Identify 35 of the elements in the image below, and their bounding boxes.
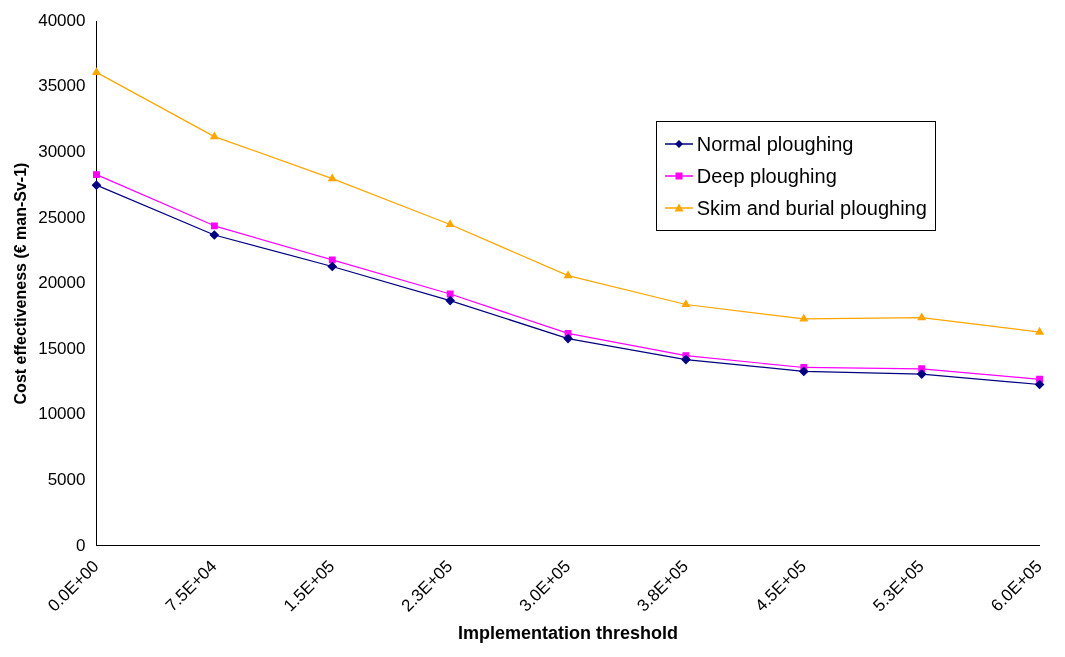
point (328, 174, 337, 182)
point (446, 219, 455, 228)
point (91, 180, 102, 190)
point (563, 334, 573, 344)
y-tick-label: 10000 (38, 404, 86, 424)
y-axis-title: Cost effectiveness (€ man-Sv-1) (12, 162, 30, 405)
point (681, 355, 691, 365)
point (799, 314, 808, 322)
y-tick-label: 30000 (38, 142, 86, 162)
point (681, 299, 690, 308)
y-tick-label: 5000 (47, 469, 86, 489)
legend-label: Skim and burial ploughing (696, 195, 927, 221)
y-tick-label: 20000 (38, 273, 86, 293)
point (917, 369, 927, 379)
y-tick-label: 0 (76, 535, 86, 555)
point (327, 261, 337, 272)
point (210, 132, 219, 140)
point (1035, 327, 1044, 335)
point (210, 222, 218, 230)
point (445, 295, 455, 306)
point (92, 67, 101, 75)
point (799, 366, 809, 377)
point (1034, 379, 1045, 390)
point (917, 313, 926, 321)
legend-label: Deep ploughing (696, 163, 837, 189)
x-axis-title: Implementation threshold (458, 623, 679, 644)
point (209, 230, 219, 240)
point (563, 271, 573, 279)
y-tick-label: 40000 (38, 10, 86, 30)
legend-label: Normal ploughing (696, 131, 854, 157)
y-tick-label: 15000 (38, 338, 86, 358)
y-tick-label: 35000 (38, 76, 86, 96)
point (93, 171, 100, 179)
point (328, 256, 336, 264)
y-tick-label: 25000 (38, 207, 86, 227)
